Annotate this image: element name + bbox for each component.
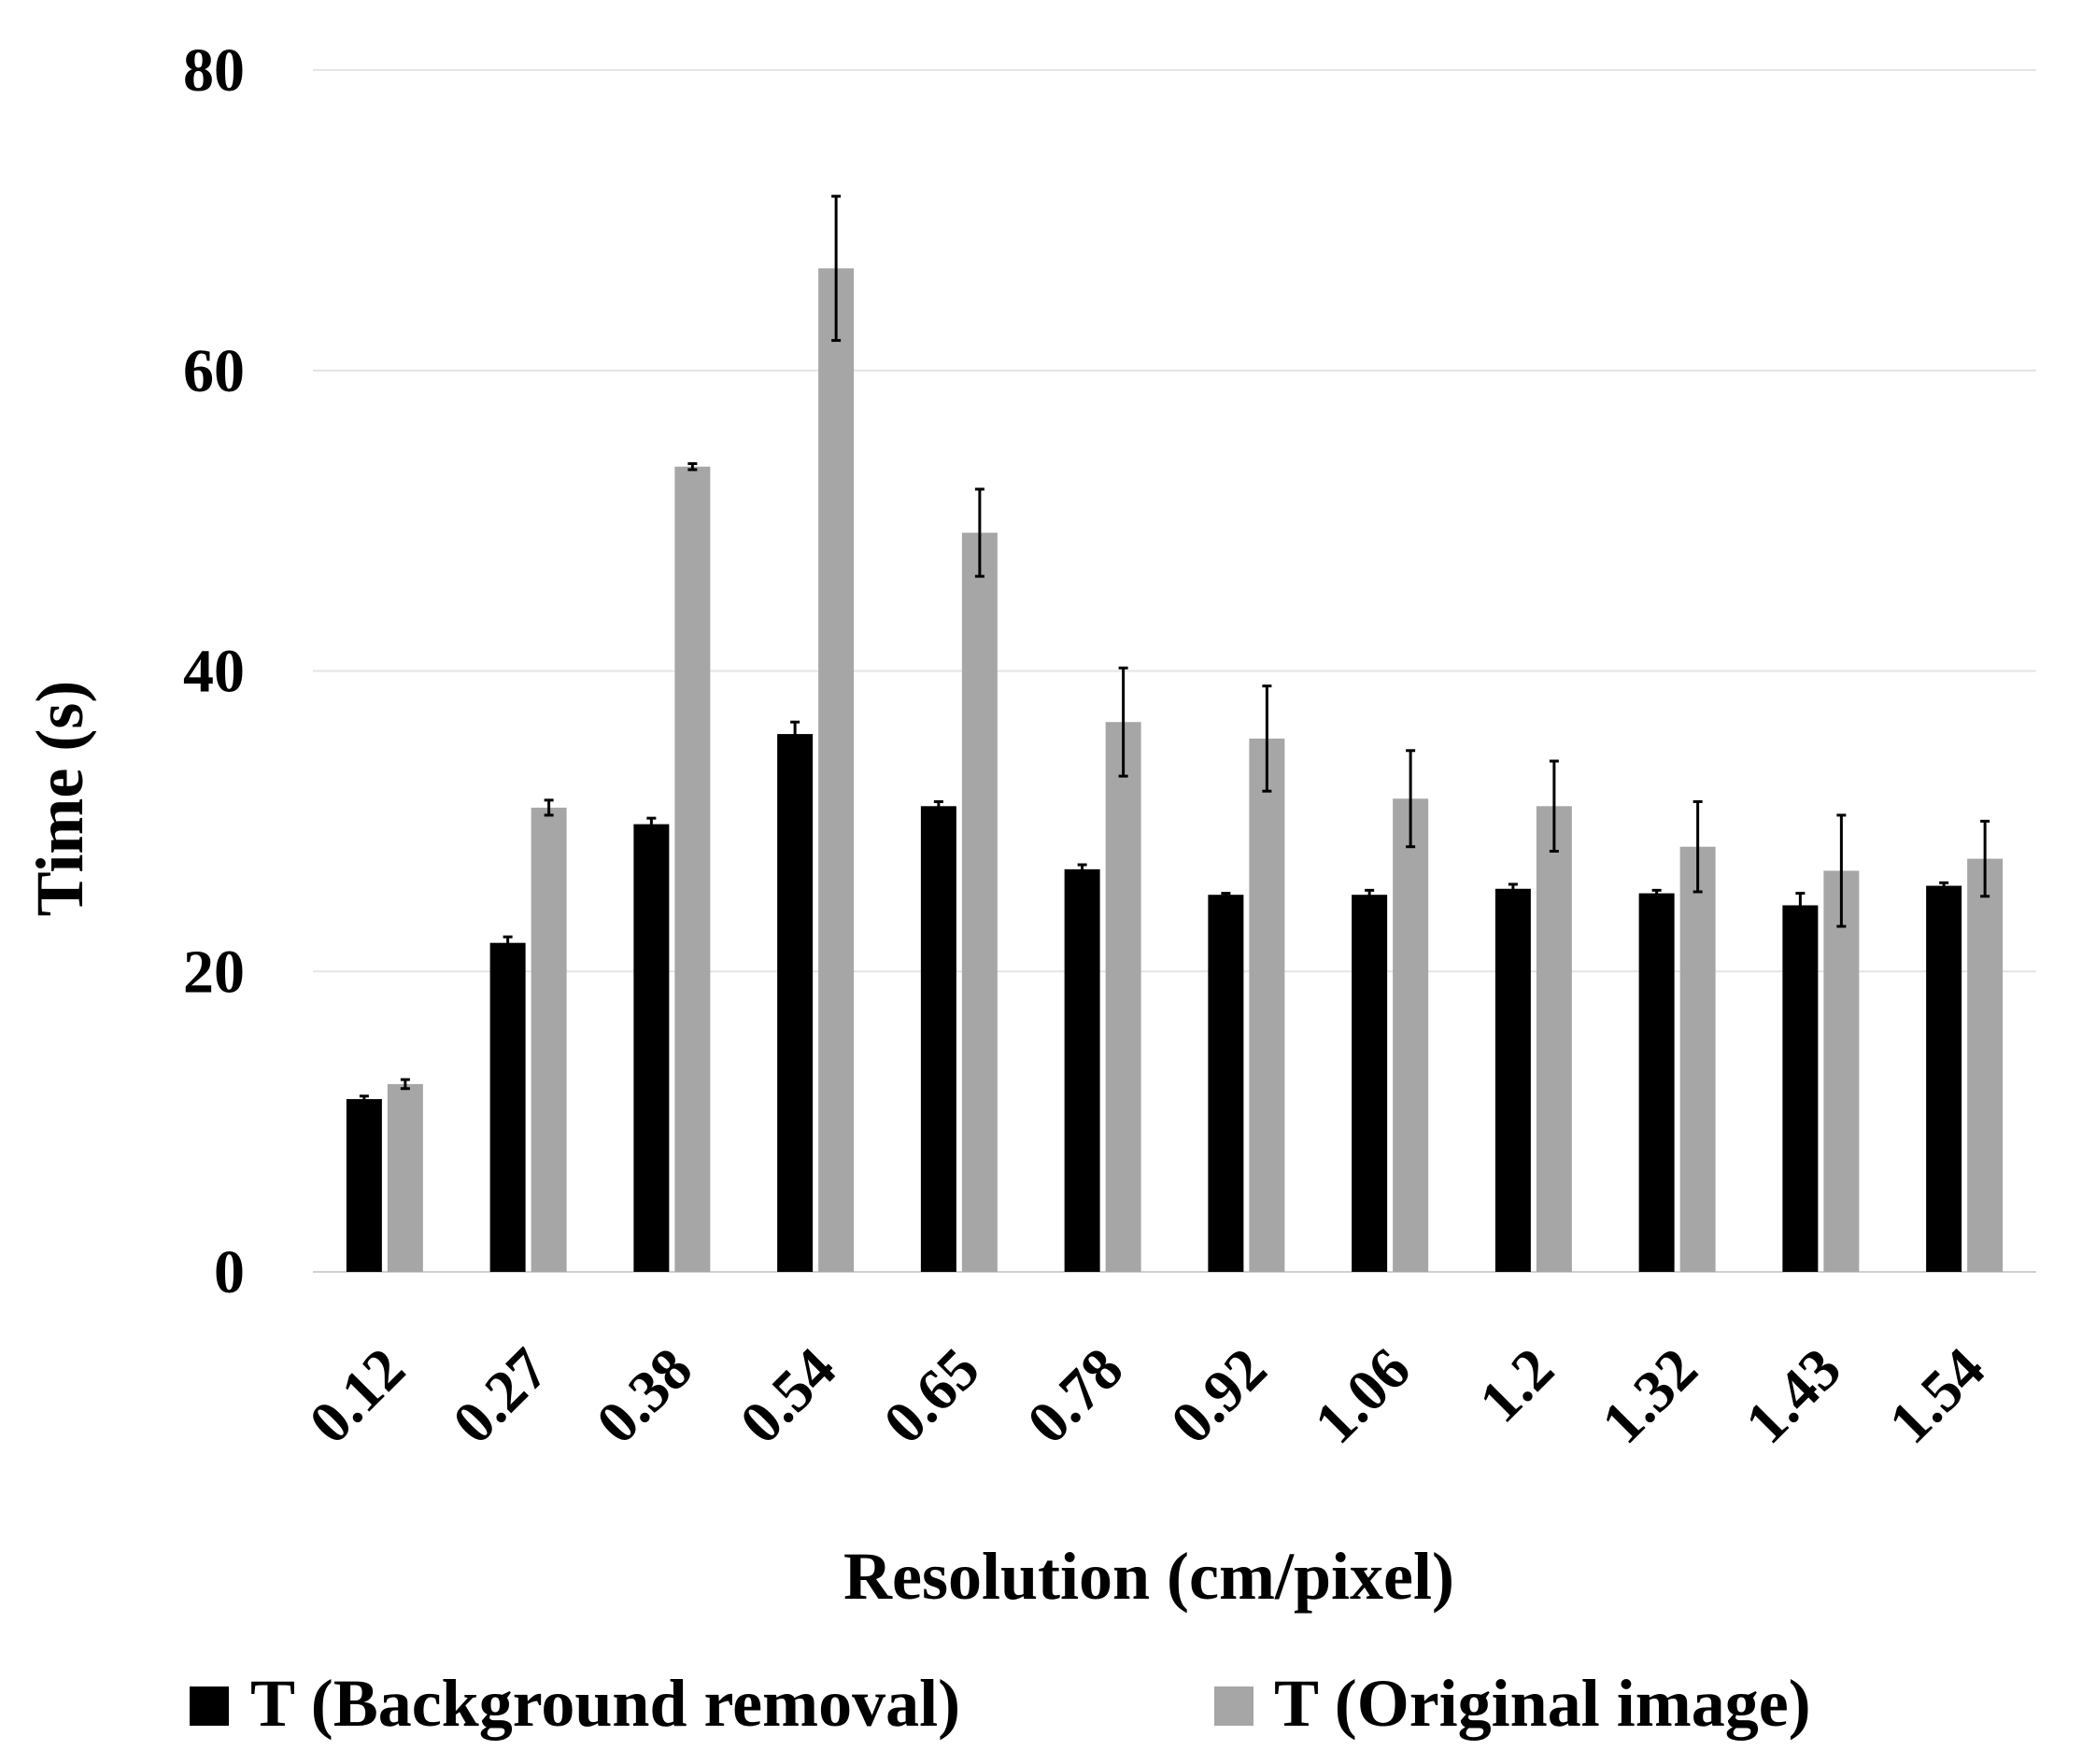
error-bar — [790, 720, 800, 748]
bar-background-removal — [489, 942, 526, 1272]
bar-original-image — [1823, 870, 1860, 1272]
bar-original-image — [531, 807, 567, 1272]
legend-swatch-original-image — [1214, 1686, 1253, 1726]
bar-background-removal — [633, 824, 670, 1272]
y-axis-title: Time (s) — [22, 681, 97, 917]
error-bar — [1795, 892, 1806, 919]
bar-background-removal — [777, 734, 814, 1272]
x-tick-label: 0.92 — [1158, 1335, 1279, 1456]
bar-background-removal — [1064, 868, 1100, 1272]
bar-background-removal — [1782, 905, 1819, 1272]
bar-original-image — [1679, 846, 1716, 1272]
error-bar — [359, 1094, 369, 1104]
bar-original-image — [1967, 858, 2004, 1272]
error-bar — [646, 816, 657, 832]
bar-background-removal — [1352, 895, 1388, 1272]
x-tick-label: 1.06 — [1302, 1335, 1423, 1456]
y-tick-label: 0 — [214, 1238, 245, 1306]
bar-background-removal — [920, 806, 956, 1272]
bar-original-image — [674, 466, 711, 1273]
x-tick-label: 1.32 — [1589, 1335, 1709, 1456]
error-bar — [1118, 666, 1128, 778]
x-tick-label: 1.2 — [1466, 1335, 1566, 1435]
error-bar — [1508, 882, 1518, 896]
legend: T (Background removal) T (Original image… — [190, 1666, 1811, 1741]
error-bar — [1365, 888, 1375, 901]
bar-original-image — [1393, 798, 1429, 1272]
error-bar — [1693, 799, 1703, 894]
x-tick-label: 0.38 — [584, 1335, 704, 1456]
error-bar — [503, 935, 513, 951]
gridlines — [313, 69, 2036, 1273]
x-axis-ticks: 0.12 0.27 0.38 0.54 0.65 0.78 0.92 1.06 1.2 1.32 1… — [296, 1335, 1997, 1456]
error-bar — [1980, 819, 1990, 898]
error-bar — [544, 798, 554, 817]
y-tick-label: 20 — [183, 938, 245, 1006]
legend-swatch-background-removal — [190, 1686, 229, 1726]
error-bar — [1221, 892, 1231, 898]
error-bar — [1939, 881, 1949, 891]
y-axis-ticks: 0 20 40 60 80 — [183, 36, 245, 1306]
error-bar — [400, 1078, 410, 1091]
y-tick-label: 80 — [183, 36, 245, 105]
x-axis-title: Resolution (cm/pixel) — [843, 1539, 1454, 1614]
bar-original-image — [1105, 722, 1141, 1272]
error-bar — [1077, 863, 1087, 876]
bar-background-removal — [346, 1098, 382, 1272]
error-bar — [687, 461, 698, 472]
x-tick-label: 0.65 — [871, 1335, 991, 1456]
bars — [346, 268, 2004, 1273]
legend-label-background-removal: T (Background removal) — [250, 1666, 960, 1741]
error-bar — [1651, 888, 1662, 898]
error-bar — [974, 487, 984, 578]
error-bar — [1549, 759, 1559, 854]
bar-background-removal — [1494, 888, 1531, 1272]
error-bar — [831, 194, 842, 343]
error-bar — [1406, 749, 1416, 849]
y-tick-label: 40 — [183, 638, 245, 706]
error-bar — [933, 799, 943, 812]
x-tick-label: 0.54 — [728, 1335, 848, 1456]
bar-original-image — [961, 532, 998, 1272]
x-tick-label: 1.43 — [1733, 1335, 1853, 1456]
x-tick-label: 1.54 — [1877, 1335, 1997, 1456]
error-bar — [1836, 813, 1847, 928]
bar-background-removal — [1638, 893, 1675, 1272]
bar-original-image — [387, 1083, 423, 1272]
x-tick-label: 0.12 — [296, 1335, 417, 1456]
error-bar — [1262, 684, 1272, 793]
bar-original-image — [1536, 806, 1572, 1272]
x-tick-label: 0.27 — [440, 1335, 560, 1456]
error-bars — [359, 194, 1990, 1104]
bar-original-image — [1249, 738, 1285, 1272]
legend-label-original-image: T (Original image) — [1274, 1666, 1811, 1741]
bar-background-removal — [1208, 895, 1244, 1272]
bar-original-image — [818, 268, 855, 1273]
y-tick-label: 60 — [183, 337, 245, 405]
bar-background-removal — [1926, 885, 1962, 1272]
x-tick-label: 0.78 — [1014, 1335, 1135, 1456]
